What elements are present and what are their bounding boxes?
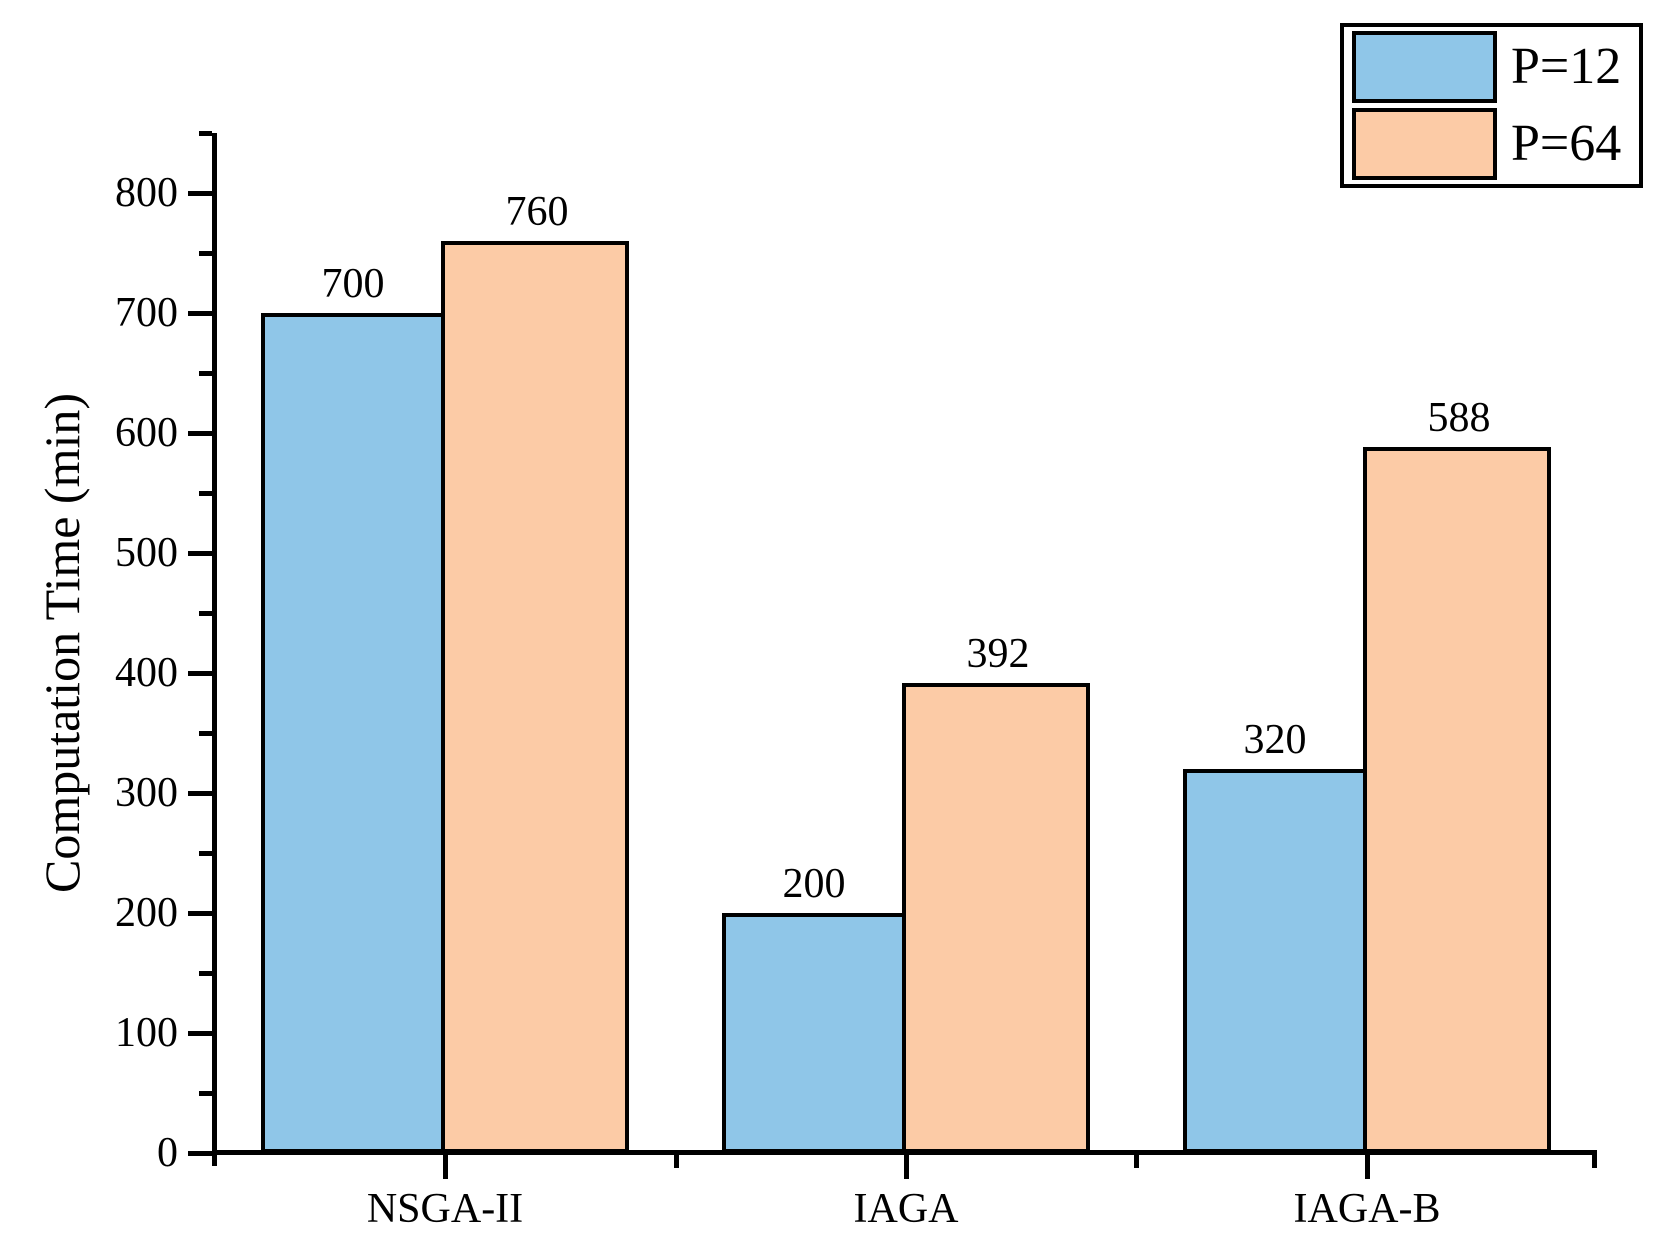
y-tick-label: 600 [115, 410, 178, 456]
y-major-tick [188, 791, 212, 796]
y-minor-tick [199, 971, 212, 976]
x-minor-tick [674, 1155, 679, 1168]
bar-value-label: 200 [782, 861, 846, 907]
y-minor-tick [199, 491, 212, 496]
x-axis-end-tick [1592, 1155, 1597, 1168]
legend-item-p64: P=64 [1352, 107, 1639, 180]
legend-swatch-p12 [1352, 31, 1497, 104]
y-major-tick [188, 1151, 212, 1156]
bar-IAGA-P=64 [902, 683, 1090, 1153]
y-tick-label: 700 [115, 290, 178, 336]
bar-value-label: 760 [505, 189, 569, 235]
y-axis-title: Computation Time (min) [34, 392, 90, 894]
bar-IAGA-P=12 [722, 913, 906, 1153]
x-category-label-2: IAGA [853, 1186, 959, 1232]
bar-IAGA-B-P=12 [1183, 769, 1367, 1153]
y-minor-tick [199, 611, 212, 616]
legend-swatch-p64 [1352, 107, 1497, 180]
y-minor-tick [199, 851, 212, 856]
y-tick-label: 400 [115, 650, 178, 696]
x-major-tick [443, 1155, 448, 1179]
x-category-label-1: NSGA-II [366, 1186, 524, 1232]
bar-value-label: 588 [1427, 395, 1491, 441]
x-category-label-3: IAGA-B [1293, 1186, 1441, 1232]
y-major-tick [188, 551, 212, 556]
y-major-tick [188, 671, 212, 676]
y-minor-tick [199, 251, 212, 256]
y-tick-label: 800 [115, 170, 178, 216]
y-axis-line [212, 133, 217, 1166]
legend-item-p12: P=12 [1352, 31, 1639, 104]
y-major-tick [188, 191, 212, 196]
y-major-tick [188, 1031, 212, 1036]
x-minor-tick [1134, 1155, 1139, 1168]
y-major-tick [188, 911, 212, 916]
x-major-tick [1365, 1155, 1370, 1179]
x-major-tick [904, 1155, 909, 1179]
bar-value-label: 320 [1243, 717, 1307, 763]
y-major-tick [188, 431, 212, 436]
y-tick-label: 0 [157, 1130, 178, 1176]
y-major-tick [188, 311, 212, 316]
y-tick-label: 500 [115, 530, 178, 576]
y-tick-label: 300 [115, 770, 178, 816]
bar-NSGA-II-P=64 [441, 241, 629, 1153]
legend-label-p12: P=12 [1511, 38, 1622, 96]
legend: P=12 P=64 [1340, 23, 1643, 188]
legend-label-p64: P=64 [1511, 114, 1622, 172]
bar-value-label: 700 [321, 261, 385, 307]
bar-NSGA-II-P=12 [261, 313, 445, 1153]
y-tick-label: 200 [115, 890, 178, 936]
y-minor-tick [199, 371, 212, 376]
y-minor-tick [199, 731, 212, 736]
y-tick-label: 100 [115, 1010, 178, 1056]
y-minor-tick [199, 131, 212, 136]
bar-value-label: 392 [966, 631, 1030, 677]
y-minor-tick [199, 1091, 212, 1096]
bar-IAGA-B-P=64 [1363, 447, 1551, 1153]
